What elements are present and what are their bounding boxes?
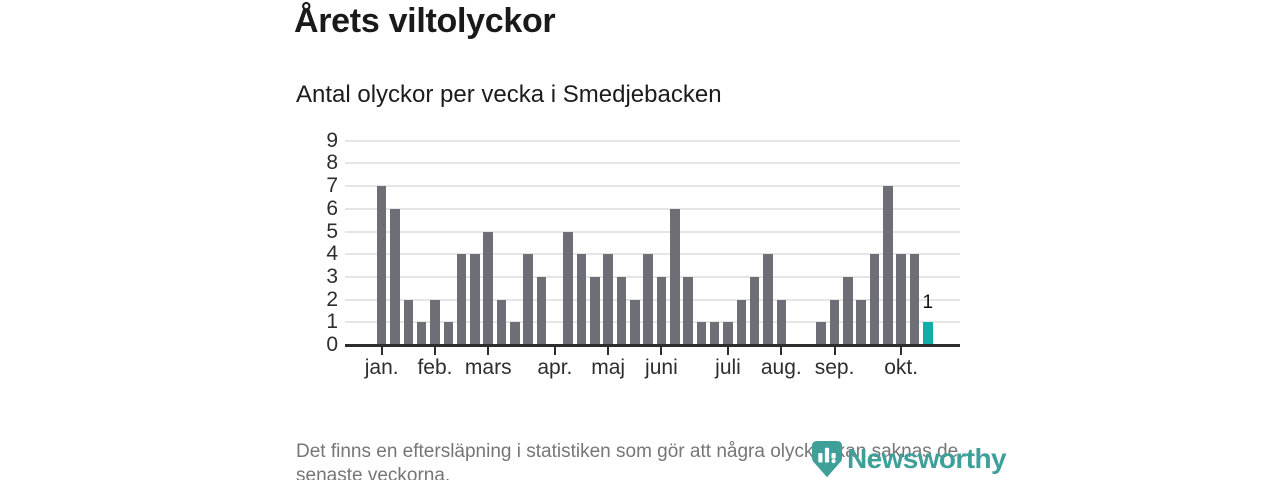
footnote-line-1: Det finns en eftersläpning i statistiken… [296, 441, 959, 462]
y-axis-label-9: 9 [326, 128, 338, 152]
x-tick-maj [607, 347, 610, 355]
x-tick-jan [380, 347, 383, 355]
x-axis-label-juli: juli [715, 356, 741, 379]
bar-week-26 [709, 322, 720, 345]
y-axis-label-0: 0 [326, 333, 338, 356]
bar-week-3 [403, 299, 414, 345]
x-tick-mars [487, 347, 490, 355]
gridline-5 [345, 230, 960, 233]
x-axis-label-okt: okt. [884, 356, 919, 379]
y-axis-label-4: 4 [326, 242, 338, 266]
bar-week-5 [430, 299, 440, 345]
x-axis-label-apr: apr. [537, 356, 573, 379]
bar-week-35 [829, 299, 840, 345]
newsworthy-logo: Newsworthy [812, 441, 1007, 478]
bar-week-22 [656, 276, 667, 345]
bar-week-29 [749, 276, 760, 345]
x-axis-label-aug: aug. [760, 356, 802, 379]
bar-week-37 [856, 299, 866, 345]
bar-week-39 [883, 186, 893, 345]
x-axis-label-feb: feb. [417, 356, 453, 379]
x-tick-juni [660, 347, 663, 355]
bar-week-9 [483, 231, 494, 345]
x-tick-aug [780, 347, 783, 355]
gridline-9 [345, 139, 960, 142]
bar-value-annotation: 1 [922, 292, 934, 314]
bar-week-10 [496, 299, 507, 345]
chart-subtitle: Antal olyckor per vecka i Smedjebacken [296, 81, 722, 108]
bar-week-31 [776, 299, 787, 345]
y-axis-label-3: 3 [326, 264, 338, 288]
bar-week-24 [683, 276, 693, 345]
x-axis-label-mars: mars [464, 356, 512, 379]
bar-week-17 [590, 276, 600, 345]
bar-chart-marker-icon [812, 441, 842, 478]
bar-week-40 [896, 254, 906, 345]
bar-week-21 [643, 254, 653, 345]
x-axis-label-jan: jan. [364, 356, 399, 379]
bar-week-28 [736, 299, 747, 345]
bar-week-41 [909, 254, 920, 345]
bar-week-34 [816, 322, 827, 345]
x-axis-line [345, 344, 960, 347]
bar-week-11 [510, 322, 520, 345]
bar-week-30 [763, 254, 773, 345]
x-tick-apr [553, 347, 556, 355]
bar-week-20 [629, 299, 640, 345]
bar-week-2 [390, 208, 400, 345]
bar-week-12 [523, 254, 533, 345]
bar-week-18 [603, 254, 613, 345]
x-tick-feb [433, 347, 436, 355]
bar-week-25 [696, 322, 707, 345]
y-axis-label-7: 7 [326, 174, 338, 198]
bar-week-13 [536, 276, 547, 345]
bar-week-36 [843, 276, 853, 345]
bar-week-15 [563, 231, 573, 345]
gridline-6 [345, 207, 960, 210]
x-axis-label-sep: sep. [814, 356, 855, 379]
bar-week-1 [376, 186, 387, 345]
bar-week-7 [456, 254, 467, 345]
x-tick-juli [727, 347, 730, 355]
bar-week-27 [723, 322, 733, 345]
x-axis-label-maj: maj [591, 356, 626, 379]
bar-week-19 [616, 276, 627, 345]
gridline-8 [345, 162, 960, 165]
y-axis-label-6: 6 [326, 196, 338, 220]
bar-week-4 [416, 322, 427, 345]
x-tick-sep [833, 347, 836, 355]
bar-week-8 [470, 254, 480, 345]
bar-week-42 [923, 322, 933, 345]
x-tick-okt [900, 347, 903, 355]
bar-week-16 [576, 254, 587, 345]
bar-week-23 [669, 208, 680, 345]
bar-week-6 [443, 322, 454, 345]
bar-week-38 [869, 254, 880, 345]
newsworthy-logo-text: Newsworthy [847, 443, 1007, 474]
footnote-line-2: senaste veckorna. [296, 465, 451, 480]
x-axis-label-juni: juni [645, 356, 678, 379]
footnote: Det finns en eftersläpning i statistiken… [296, 440, 958, 480]
y-axis-label-2: 2 [326, 287, 338, 311]
chart-title: Årets viltolyckor [294, 2, 556, 40]
y-axis-label-1: 1 [326, 310, 338, 334]
y-axis-label-8: 8 [326, 151, 338, 175]
y-axis-label-5: 5 [326, 219, 338, 243]
gridline-7 [345, 185, 960, 188]
